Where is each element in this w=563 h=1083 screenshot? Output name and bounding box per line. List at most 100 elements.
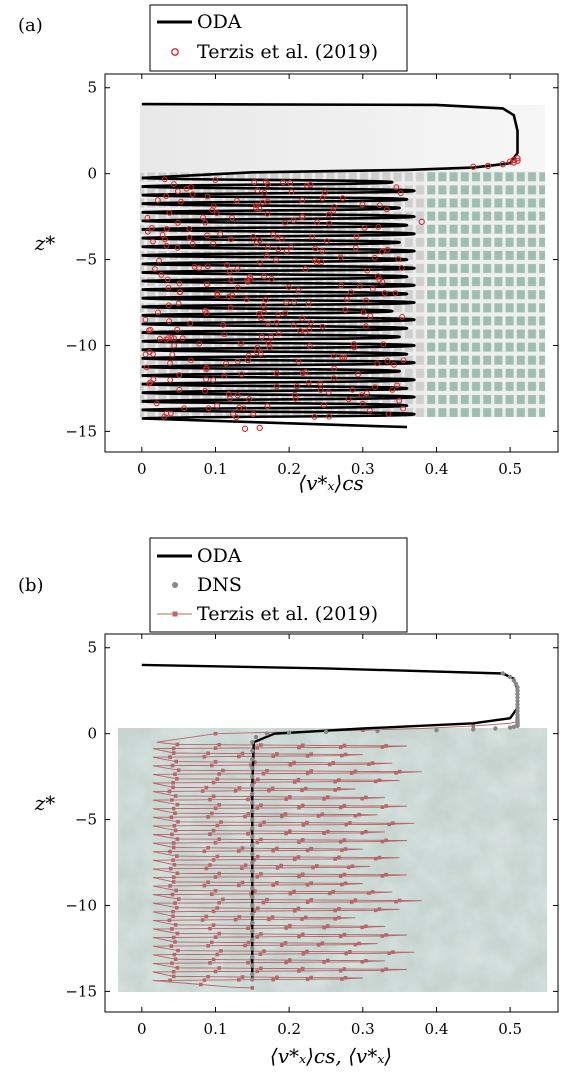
- terzis-a-marker: [270, 231, 277, 238]
- x-tick-label: 0.5: [498, 460, 522, 478]
- terzis-b-marker: [255, 935, 259, 939]
- dns-point: [515, 698, 520, 704]
- dns-point: [250, 911, 255, 917]
- terzis-a-marker: [196, 340, 203, 347]
- dns-point: [493, 726, 498, 731]
- terzis-b-marker: [353, 898, 358, 902]
- terzis-b-marker: [255, 840, 259, 845]
- terzis-b-marker: [357, 812, 361, 817]
- terzis-a-marker: [268, 275, 275, 282]
- terzis-a-marker: [183, 185, 190, 192]
- terzis-a-marker: [317, 380, 324, 387]
- terzis-b-marker: [303, 915, 308, 920]
- terzis-a-marker: [265, 339, 272, 346]
- y-tick-label: −10: [65, 336, 97, 354]
- terzis-a-marker: [246, 396, 253, 402]
- dns-point: [250, 808, 255, 814]
- terzis-b-marker: [373, 779, 378, 784]
- terzis-a-marker: [250, 411, 257, 418]
- terzis-b-marker: [259, 872, 263, 876]
- terzis-b-marker: [338, 968, 343, 973]
- terzis-b-marker: [240, 751, 245, 756]
- terzis-b-marker: [292, 780, 297, 784]
- terzis-b-marker: [173, 794, 178, 798]
- legend-b-terzis: Terzis et al. (2019): [197, 603, 378, 625]
- terzis-a-marker: [155, 197, 161, 204]
- terzis-a-marker: [319, 248, 326, 254]
- terzis-b-marker: [170, 763, 175, 768]
- terzis-b-marker: [256, 777, 260, 782]
- terzis-b-marker: [256, 854, 260, 859]
- terzis-a-marker: [265, 244, 271, 251]
- terzis-b-marker: [284, 831, 288, 836]
- terzis-b-marker: [170, 961, 174, 965]
- terzis-a-marker: [171, 335, 177, 342]
- terzis-b-marker: [353, 942, 358, 947]
- terzis-b-marker: [333, 908, 337, 913]
- terzis-b-marker: [240, 846, 245, 850]
- terzis-b-marker: [210, 892, 214, 896]
- terzis-b-marker: [265, 769, 269, 773]
- terzis-a-marker: [174, 326, 181, 333]
- terzis-b-marker: [217, 742, 221, 747]
- terzis-b-marker: [175, 871, 180, 876]
- terzis-b-marker: [170, 832, 174, 837]
- x-tick-label: 0.5: [498, 1020, 522, 1038]
- terzis-b-marker: [262, 820, 266, 825]
- terzis-a-marker: [204, 232, 210, 239]
- terzis-a-marker: [155, 309, 161, 316]
- terzis-b-marker: [213, 806, 218, 811]
- terzis-a-marker: [294, 383, 300, 390]
- terzis-b-marker: [338, 745, 343, 750]
- terzis-b-marker: [300, 932, 305, 937]
- terzis-a-marker: [186, 225, 193, 232]
- terzis-b-marker: [280, 943, 284, 947]
- terzis-b-marker: [361, 728, 365, 732]
- terzis-b-marker: [344, 951, 348, 956]
- terzis-b-marker: [360, 831, 364, 835]
- terzis-b-marker: [364, 958, 368, 963]
- terzis-b-marker: [471, 724, 476, 728]
- terzis-b-marker: [297, 745, 301, 750]
- terzis-b-marker: [172, 952, 177, 957]
- dns-point: [513, 681, 519, 686]
- terzis-a-marker: [227, 395, 233, 402]
- terzis-b-marker: [380, 805, 385, 809]
- terzis-b-marker: [377, 778, 382, 782]
- terzis-a-marker: [212, 177, 219, 184]
- dns-point: [507, 674, 513, 680]
- terzis-b-marker: [210, 763, 214, 768]
- panel-b-y-axis-label: z*: [34, 791, 56, 815]
- dns-point: [250, 757, 255, 762]
- terzis-a-marker: [392, 290, 399, 297]
- y-tick-label: −10: [65, 896, 97, 914]
- terzis-b-marker: [171, 845, 176, 850]
- terzis-a-marker: [506, 158, 514, 165]
- terzis-a-marker: [167, 377, 174, 383]
- terzis-b-marker: [322, 831, 326, 835]
- terzis-b-marker: [204, 785, 209, 790]
- terzis-b-marker: [265, 897, 269, 902]
- legend-a-terzis: Terzis et al. (2019): [197, 41, 378, 63]
- terzis-a-marker: [275, 311, 282, 318]
- terzis-a-marker: [321, 402, 327, 408]
- y-tick-label: 0: [87, 725, 97, 743]
- terzis-a-marker: [221, 373, 228, 379]
- terzis-a-marker: [167, 360, 173, 367]
- terzis-b-marker: [255, 806, 259, 810]
- terzis-a-marker: [149, 225, 155, 231]
- terzis-b-marker: [384, 838, 388, 843]
- terzis-a-marker: [189, 191, 196, 198]
- terzis-a-marker: [187, 320, 194, 327]
- dns-point: [250, 800, 255, 805]
- terzis-a-marker: [318, 259, 325, 266]
- terzis-b-marker: [237, 786, 242, 790]
- terzis-a-marker: [470, 163, 477, 170]
- terzis-a-marker: [214, 290, 221, 297]
- terzis-a-marker: [146, 380, 153, 387]
- dns-point: [250, 903, 255, 908]
- terzis-b-marker: [353, 769, 358, 774]
- terzis-b-marker: [250, 986, 255, 990]
- terzis-a-marker: [168, 334, 175, 341]
- terzis-b-marker: [170, 798, 174, 802]
